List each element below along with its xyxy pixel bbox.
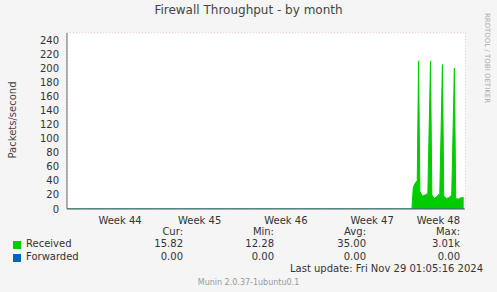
svg-text:Week 46: Week 46	[264, 215, 307, 226]
html-text:RRDTOOL / TOBI OETIKER: RRDTOOL / TOBI OETIKER	[483, 12, 491, 104]
svg-text:240: 240	[40, 35, 59, 46]
svg-text:Week 44: Week 44	[98, 215, 141, 226]
svg-text:60: 60	[46, 161, 59, 172]
svg-text:180: 180	[40, 77, 59, 88]
html-text:35.00: 35.00	[337, 238, 366, 249]
html-text:Cur:: Cur:	[162, 226, 183, 237]
svg-text:220: 220	[40, 49, 59, 60]
svg-text:0: 0	[53, 204, 59, 215]
svg-text:40: 40	[46, 175, 59, 186]
html-text:0.00: 0.00	[437, 251, 460, 262]
html-text:15.82: 15.82	[154, 238, 183, 249]
svg-text:20: 20	[46, 189, 59, 200]
html-text:Received: Received	[26, 238, 72, 249]
html-text:Last update: Fri Nov 29 01:05:: Last update: Fri Nov 29 01:05:16 2024	[290, 263, 483, 274]
html-text:Firewall Throughput - by month: Firewall Throughput - by month	[154, 3, 343, 17]
svg-text:Week 47: Week 47	[350, 215, 393, 226]
svg-text:100: 100	[40, 133, 59, 144]
html-text:0.00: 0.00	[343, 251, 366, 262]
html-text:3.01k: 3.01k	[431, 238, 460, 249]
svg-text:Week 45: Week 45	[178, 215, 221, 226]
html-text:Munin 2.0.37-1ubuntu0.1: Munin 2.0.37-1ubuntu0.1	[197, 278, 300, 287]
html-text:Min:: Min:	[252, 226, 274, 237]
svg-text:200: 200	[40, 63, 59, 74]
html-text:Max:: Max:	[436, 226, 460, 237]
svg-text:Week 48: Week 48	[417, 215, 460, 226]
html-text:0.00: 0.00	[160, 251, 183, 262]
svg-text:120: 120	[40, 119, 59, 130]
html-text:Forwarded: Forwarded	[26, 251, 79, 262]
html-text:0.00: 0.00	[251, 251, 274, 262]
html-text:Packets/second: Packets/second	[6, 81, 18, 159]
html-text:12.28: 12.28	[245, 238, 274, 249]
svg-text:140: 140	[40, 105, 59, 116]
html-text:Avg:: Avg:	[344, 226, 366, 237]
svg-text:160: 160	[40, 91, 59, 102]
svg-text:80: 80	[46, 147, 59, 158]
